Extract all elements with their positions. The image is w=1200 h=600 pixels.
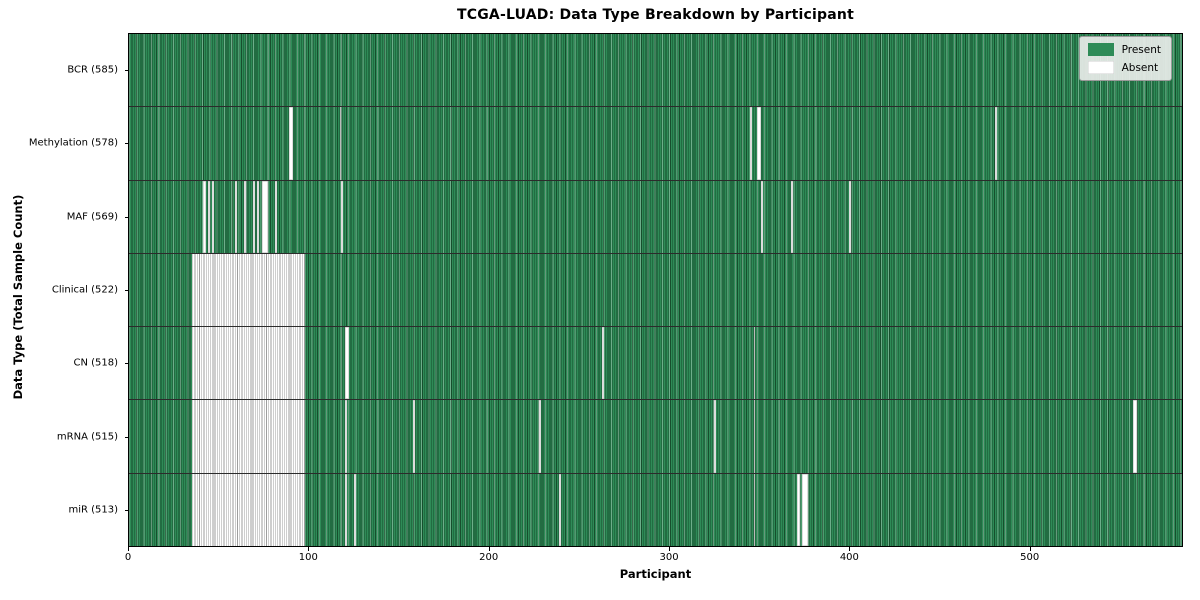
absent-span — [753, 327, 756, 400]
absent-span — [341, 180, 344, 253]
y-tick-mark — [124, 216, 128, 218]
x-tick-mark — [849, 547, 851, 551]
x-tick-label: 0 — [124, 552, 132, 563]
y-tick-label-mir: miR (513) — [68, 504, 118, 516]
absent-span — [753, 400, 756, 473]
absent-span — [244, 180, 246, 253]
y-tick-label-cn: CN (518) — [73, 357, 118, 369]
x-tick-label: 100 — [298, 552, 318, 563]
absent-span — [274, 180, 277, 253]
absent-span — [802, 473, 808, 546]
y-tick-mark — [124, 290, 128, 291]
y-tick-mark — [124, 143, 128, 145]
absent-span — [602, 327, 605, 400]
absent-span — [354, 473, 356, 546]
heatmap-row-maf — [129, 180, 1182, 254]
absent-span — [192, 400, 306, 473]
absent-span — [796, 473, 801, 546]
absent-span — [753, 473, 756, 546]
absent-span — [714, 400, 716, 473]
x-tick-mark — [128, 547, 129, 551]
legend-label-present: Present — [1121, 43, 1161, 56]
plot-area — [128, 33, 1183, 547]
x-tick-mark — [1029, 547, 1031, 551]
y-tick-label-maf: MAF (569) — [66, 211, 118, 223]
chart-title: TCGA-LUAD: Data Type Breakdown by Partic… — [457, 7, 854, 23]
absent-swatch-icon — [1087, 61, 1114, 74]
x-axis-label: Participant — [619, 567, 692, 581]
absent-span — [192, 327, 306, 400]
absent-span — [192, 473, 306, 546]
absent-span — [202, 180, 207, 253]
absent-span — [253, 180, 255, 253]
absent-span — [757, 107, 761, 180]
heatmap-row-mrna — [129, 400, 1182, 474]
absent-span — [539, 400, 542, 473]
heatmap-row-bcr — [129, 34, 1182, 108]
x-tick-mark — [669, 547, 671, 551]
legend: Present Absent — [1078, 36, 1172, 81]
legend-item-absent: Absent — [1087, 61, 1161, 74]
absent-span — [235, 180, 237, 253]
heatmap-row-clinical — [129, 253, 1182, 328]
y-tick-label-methylation: Methylation (578) — [28, 137, 118, 149]
absent-span — [192, 253, 306, 327]
x-tick-label: 200 — [479, 552, 499, 563]
y-tick-mark — [124, 510, 128, 512]
absent-span — [345, 473, 347, 546]
absent-span — [559, 473, 561, 546]
absent-span — [339, 107, 342, 180]
y-tick-mark — [124, 69, 128, 71]
x-tick-mark — [308, 547, 310, 551]
x-tick-label: 300 — [659, 552, 679, 563]
absent-span — [849, 180, 851, 253]
absent-span — [262, 180, 268, 253]
heatmap-row-cn — [129, 327, 1182, 401]
present-swatch-icon — [1087, 43, 1114, 56]
heatmap-row-mir — [129, 473, 1182, 546]
absent-span — [994, 107, 997, 180]
absent-span — [345, 400, 347, 473]
x-tick-mark — [488, 547, 490, 551]
y-tick-mark — [124, 363, 128, 365]
legend-item-present: Present — [1087, 43, 1161, 56]
absent-span — [211, 180, 214, 253]
y-tick-labels: BCR (585) Methylation (578) MAF (569) Clini… — [0, 33, 128, 547]
absent-span — [750, 107, 752, 180]
absent-span — [1133, 400, 1137, 473]
y-tick-mark — [124, 436, 128, 438]
y-tick-label-bcr: BCR (585) — [67, 64, 118, 76]
x-tick-labels: 0 100 200 300 400 500 — [124, 547, 1183, 567]
absent-span — [208, 180, 210, 253]
absent-span — [256, 180, 259, 253]
absent-span — [791, 180, 794, 253]
absent-span — [760, 180, 763, 253]
heatmap-row-methylation — [129, 107, 1182, 181]
absent-span — [345, 327, 349, 400]
x-tick-label: 500 — [1020, 552, 1040, 563]
y-tick-label-mrna: mRNA (515) — [56, 431, 118, 443]
absent-span — [289, 107, 293, 180]
y-tick-label-clinical: Clinical (522) — [51, 284, 118, 296]
legend-label-absent: Absent — [1121, 61, 1159, 74]
x-tick-label: 400 — [839, 552, 859, 563]
absent-span — [413, 400, 416, 473]
